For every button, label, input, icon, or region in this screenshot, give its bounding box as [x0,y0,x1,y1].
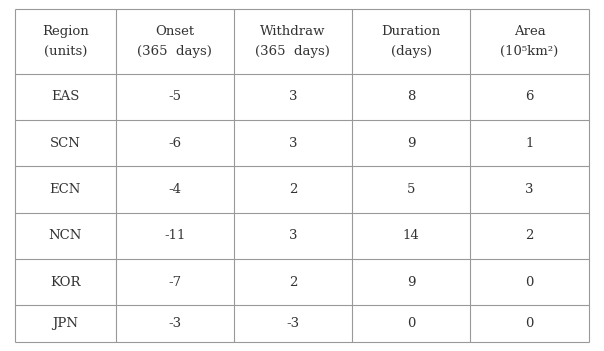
Text: (10⁵km²): (10⁵km²) [500,45,559,58]
Text: 2: 2 [289,183,297,196]
Text: 3: 3 [289,90,297,104]
Text: -6: -6 [168,137,181,150]
Text: 0: 0 [525,317,534,330]
Text: 14: 14 [403,229,419,243]
Text: 6: 6 [525,90,534,104]
Text: -7: -7 [168,276,181,289]
Text: 1: 1 [525,137,534,150]
Text: -11: -11 [164,229,185,243]
Text: -4: -4 [168,183,181,196]
Text: Region: Region [42,25,89,38]
Text: Duration: Duration [381,25,441,38]
Text: Onset: Onset [155,25,194,38]
Text: 5: 5 [407,183,415,196]
Text: 2: 2 [525,229,534,243]
Text: JPN: JPN [53,317,79,330]
Text: -3: -3 [168,317,181,330]
Text: Area: Area [513,25,545,38]
Text: 8: 8 [407,90,415,104]
Text: 9: 9 [406,276,416,289]
Text: ECN: ECN [50,183,81,196]
Text: -5: -5 [168,90,181,104]
Text: 3: 3 [289,229,297,243]
Text: 2: 2 [289,276,297,289]
Text: NCN: NCN [48,229,82,243]
Text: 3: 3 [289,137,297,150]
Text: 9: 9 [406,137,416,150]
Text: (365  days): (365 days) [255,45,330,58]
Text: -3: -3 [286,317,300,330]
Text: KOR: KOR [50,276,80,289]
Text: (days): (days) [391,45,431,58]
Text: (365  days): (365 days) [137,45,212,58]
Text: Withdraw: Withdraw [260,25,326,38]
Text: EAS: EAS [51,90,80,104]
Text: 0: 0 [525,276,534,289]
Text: (units): (units) [43,45,87,58]
Text: 0: 0 [407,317,415,330]
Text: 3: 3 [525,183,534,196]
Text: SCN: SCN [50,137,81,150]
